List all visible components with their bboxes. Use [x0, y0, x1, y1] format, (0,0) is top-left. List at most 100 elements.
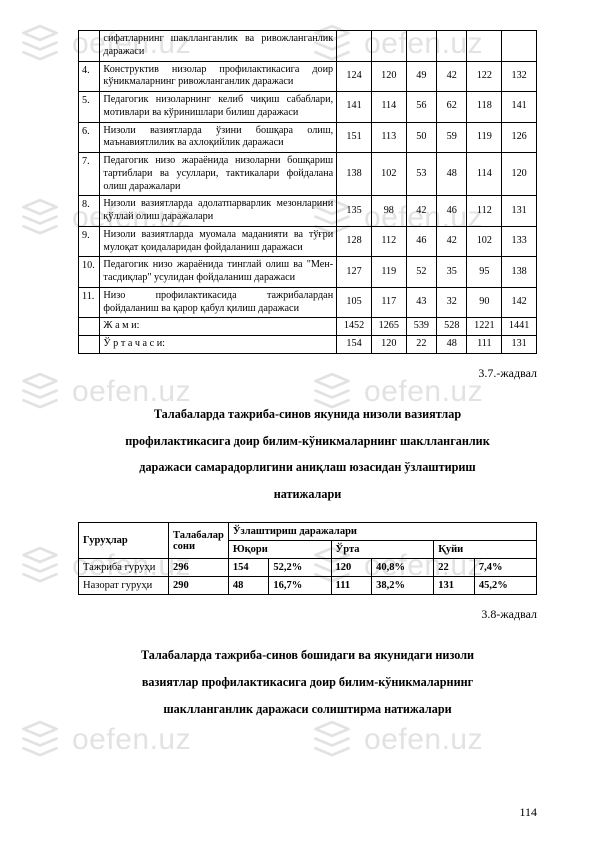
heading-line: Талабаларда тажриба-синов бошидаги ва як… — [78, 642, 537, 669]
cell-value: 59 — [437, 122, 467, 153]
low-p: 45,2% — [474, 577, 536, 595]
cell-value: 141 — [337, 92, 372, 123]
heading-line: даражаси самарадорлигини аниқлаш юзасида… — [78, 454, 537, 481]
cell-value — [502, 31, 537, 62]
heading-line: профилактикасига доир билим-кўникмаларни… — [78, 428, 537, 455]
cell-value: 135 — [337, 196, 372, 227]
table-row: 4.Конструктив низолар профилактикасига д… — [79, 61, 537, 92]
row-desc: Педагогик низоларнинг келиб чиқиш сабабл… — [100, 92, 337, 123]
cell-value: 90 — [467, 287, 502, 318]
row-count: 290 — [169, 577, 229, 595]
cell-value: 32 — [437, 287, 467, 318]
cell-value: 42 — [437, 61, 467, 92]
cell-value — [467, 31, 502, 62]
row-desc: Конструктив низолар профилактикасига дои… — [100, 61, 337, 92]
cell-value: 539 — [406, 318, 436, 336]
cell-value: 48 — [437, 336, 467, 354]
row-desc: Ў р т а ч а с и: — [100, 336, 337, 354]
cell-value: 1221 — [467, 318, 502, 336]
cell-value: 126 — [502, 122, 537, 153]
table-row: 10.Педагогик низо жараёнида тинглай олиш… — [79, 257, 537, 288]
row-desc: Низо профилактикасида тажрибалардан фойд… — [100, 287, 337, 318]
row-count: 296 — [169, 559, 229, 577]
page-content: сифатларнинг шаклланганлик ва ривожланга… — [0, 0, 595, 842]
cell-value: 131 — [502, 196, 537, 227]
mid-p: 40,8% — [372, 559, 434, 577]
table-row: 11.Низо профилактикасида тажрибалардан ф… — [79, 287, 537, 318]
row-number: 10. — [79, 257, 100, 288]
th-mid: Ўрта — [331, 541, 434, 559]
table-caption-1: 3.7.-жадвал — [78, 366, 537, 381]
low-n: 131 — [434, 577, 475, 595]
cell-value: 131 — [502, 336, 537, 354]
cell-value: 113 — [371, 122, 406, 153]
table-row: сифатларнинг шаклланганлик ва ривожланга… — [79, 31, 537, 62]
cell-value: 43 — [406, 287, 436, 318]
th-levels: Ўзлаштириш даражалари — [228, 523, 536, 541]
row-number: 7. — [79, 153, 100, 196]
cell-value — [337, 31, 372, 62]
cell-value: 1441 — [502, 318, 537, 336]
table-row: 9.Низоли вазиятларда муомала маданияти в… — [79, 226, 537, 257]
table-levels: Гуруҳлар Талабалар сони Ўзлаштириш дараж… — [78, 522, 537, 595]
heading-line: шаклланганлик даражаси солиштирма натижа… — [78, 696, 537, 723]
cell-value: 53 — [406, 153, 436, 196]
cell-value: 35 — [437, 257, 467, 288]
cell-value: 42 — [406, 196, 436, 227]
row-group: Тажриба гуруҳи — [79, 559, 169, 577]
high-n: 154 — [228, 559, 269, 577]
cell-value: 114 — [467, 153, 502, 196]
cell-value: 46 — [406, 226, 436, 257]
mid-n: 120 — [331, 559, 372, 577]
table-row: 8.Низоли вазиятларда адолатпарварлик мез… — [79, 196, 537, 227]
table-row: 6.Низоли вазиятларда ўзини бошқара олиш,… — [79, 122, 537, 153]
cell-value: 102 — [371, 153, 406, 196]
cell-value: 111 — [467, 336, 502, 354]
cell-value: 119 — [371, 257, 406, 288]
cell-value: 151 — [337, 122, 372, 153]
heading-line: вазиятлар профилактикасига доир билим-кў… — [78, 669, 537, 696]
cell-value: 118 — [467, 92, 502, 123]
row-desc: Педагогик низо жараёнида низоларни бошқа… — [100, 153, 337, 196]
row-desc: Низоли вазиятларда муомала маданияти ва … — [100, 226, 337, 257]
cell-value — [406, 31, 436, 62]
cell-value: 42 — [437, 226, 467, 257]
row-number: 11. — [79, 287, 100, 318]
high-n: 48 — [228, 577, 269, 595]
cell-value: 112 — [467, 196, 502, 227]
cell-value: 98 — [371, 196, 406, 227]
cell-value: 1452 — [337, 318, 372, 336]
cell-value: 119 — [467, 122, 502, 153]
heading-line: натижалари — [78, 481, 537, 508]
cell-value: 124 — [337, 61, 372, 92]
table-row: 7.Педагогик низо жараёнида низоларни бош… — [79, 153, 537, 196]
table-row: Тажриба гуруҳи29615452,2%12040,8%227,4% — [79, 559, 537, 577]
row-number — [79, 31, 100, 62]
cell-value: 133 — [502, 226, 537, 257]
row-desc: Ж а м и: — [100, 318, 337, 336]
heading-line: Талабаларда тажриба-синов якунида низоли… — [78, 401, 537, 428]
row-number: 5. — [79, 92, 100, 123]
cell-value: 138 — [337, 153, 372, 196]
cell-value: 154 — [337, 336, 372, 354]
cell-value — [371, 31, 406, 62]
row-desc: сифатларнинг шаклланганлик ва ривожланга… — [100, 31, 337, 62]
th-high: Юқори — [228, 541, 331, 559]
high-p: 16,7% — [269, 577, 331, 595]
row-desc: Педагогик низо жараёнида тинглай олиш ва… — [100, 257, 337, 288]
cell-value: 127 — [337, 257, 372, 288]
cell-value: 132 — [502, 61, 537, 92]
cell-value: 102 — [467, 226, 502, 257]
heading-block-2: Талабаларда тажриба-синов бошидаги ва як… — [78, 642, 537, 723]
th-low: Қуйи — [434, 541, 537, 559]
table-main: сифатларнинг шаклланганлик ва ривожланга… — [78, 30, 537, 354]
cell-value: 1265 — [371, 318, 406, 336]
cell-value: 22 — [406, 336, 436, 354]
cell-value: 120 — [371, 336, 406, 354]
row-group: Назорат гуруҳи — [79, 577, 169, 595]
heading-block-1: Талабаларда тажриба-синов якунида низоли… — [78, 401, 537, 508]
cell-value: 50 — [406, 122, 436, 153]
th-groups: Гуруҳлар — [79, 523, 169, 559]
cell-value: 117 — [371, 287, 406, 318]
row-number: 4. — [79, 61, 100, 92]
